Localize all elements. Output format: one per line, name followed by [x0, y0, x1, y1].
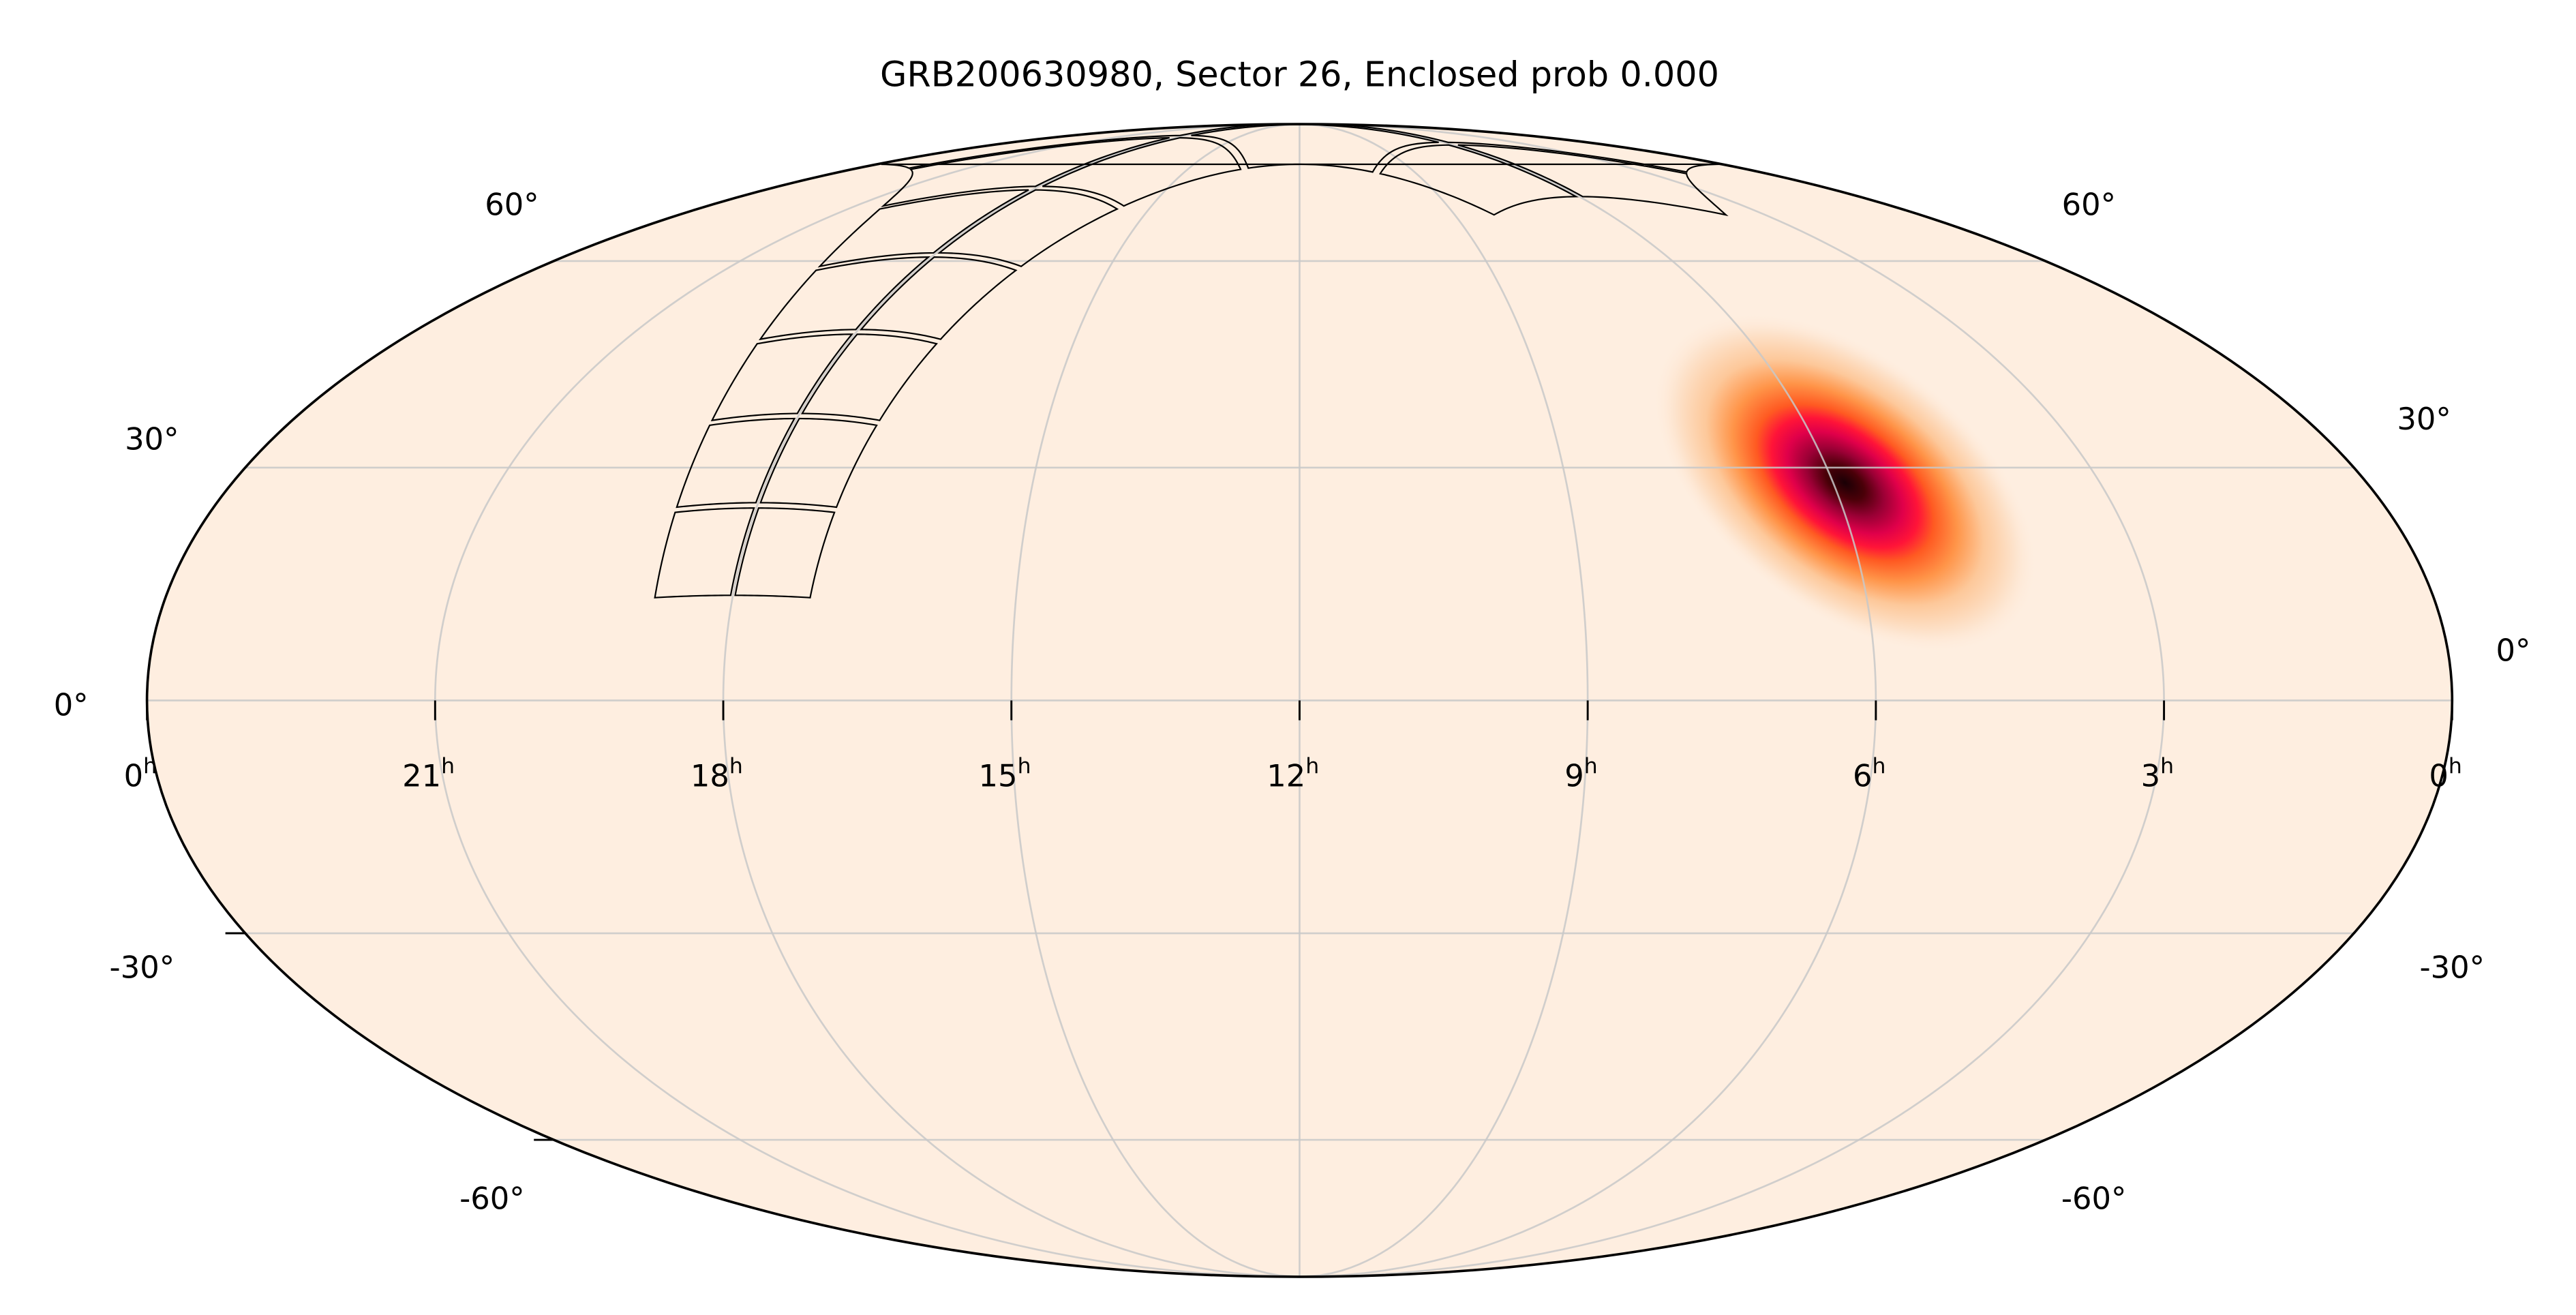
dec-label-right-minus60: -60°	[2061, 1181, 2127, 1217]
dec-label-right-30: 30°	[2397, 401, 2451, 437]
dec-label-left-30: 30°	[125, 421, 179, 457]
ra-tick-unit: h	[1872, 754, 1885, 779]
sky-boundary	[145, 123, 2454, 1278]
ccd-footprint-tile	[734, 507, 836, 599]
ra-tick-value: 21	[402, 757, 441, 793]
ra-tick-value: 0	[2429, 757, 2449, 793]
dec-label-left-minus30: -30°	[110, 949, 175, 985]
ra-tick-unit: h	[1584, 754, 1598, 779]
meridian-gridline	[1010, 124, 1300, 1277]
ra-tick-label: 6h	[1853, 754, 1885, 793]
ccd-footprint-tile	[1457, 144, 1729, 217]
ra-tick-label: 3h	[2141, 754, 2174, 793]
dec-label-left-60: 60°	[485, 186, 539, 222]
ra-tick-value: 15	[979, 757, 1018, 793]
ccd-footprint-tile	[759, 417, 878, 509]
ccd-footprint-tile	[710, 333, 854, 422]
dec-label-right-60: 60°	[2062, 186, 2116, 222]
ccd-footprint-tile	[1191, 124, 1439, 173]
ra-tick-label: 12h	[1267, 754, 1319, 793]
ra-tick-label: 18h	[691, 754, 743, 793]
ra-tick-unit: h	[441, 754, 455, 779]
ra-tick-label: 0h	[124, 754, 157, 793]
dec-label-left-minus60: -60°	[459, 1181, 525, 1217]
ccd-footprint-tile	[817, 189, 1029, 268]
ccd-footprint-tile	[859, 256, 1018, 340]
dec-label-right-minus30: -30°	[2420, 949, 2485, 985]
ra-tick-unit: h	[729, 754, 743, 779]
dec-label-left-0: 0°	[54, 686, 89, 723]
ccd-footprint-tile	[881, 124, 1722, 173]
ra-tick-unit: h	[143, 754, 157, 779]
sector-footprint	[654, 124, 1729, 599]
ra-tick-label: 9h	[1564, 754, 1597, 793]
localization-probability-blob	[1652, 312, 2038, 654]
dec-label-right-0: 0°	[2496, 632, 2530, 668]
meridian-gridline	[722, 124, 1300, 1277]
ra-tick-unit: h	[2449, 754, 2462, 779]
axis-ticks	[146, 700, 2453, 1141]
meridian-gridline	[1299, 124, 1877, 1277]
ccd-footprint-tile	[758, 256, 931, 341]
meridian-gridline	[1299, 124, 1589, 1277]
axis-labels: 60° 30° 0° -30° -60° 60° 30° 0° -30° -60…	[54, 186, 2531, 1216]
ra-tick-label: 0h	[2429, 754, 2461, 793]
ra-tick-value: 18	[691, 757, 729, 793]
ra-tick-value: 9	[1564, 757, 1584, 793]
ra-tick-value: 0	[124, 757, 144, 793]
ra-tick-unit: h	[1018, 754, 1031, 779]
ra-tick-value: 6	[1853, 757, 1873, 793]
ccd-footprint-tile	[676, 417, 796, 509]
meridian-gridline	[1299, 124, 2165, 1277]
ra-tick-value: 12	[1267, 757, 1305, 793]
ccd-footprint-tile	[1042, 137, 1242, 207]
ccd-footprint-tile	[880, 137, 1170, 208]
ra-tick-label: 21h	[402, 754, 455, 793]
ra-tick-unit: h	[1305, 754, 1319, 779]
ccd-footprint-tile	[1379, 144, 1579, 216]
ra-tick-value: 3	[2141, 757, 2161, 793]
ra-tick-label: 15h	[979, 754, 1031, 793]
chart-title: GRB200630980, Sector 26, Enclosed prob 0…	[880, 54, 1719, 94]
ccd-footprint-tile	[800, 333, 938, 421]
graticule	[147, 124, 2453, 1277]
ccd-footprint-tile	[654, 507, 755, 599]
ccd-footprint-tile	[937, 189, 1119, 267]
ra-tick-unit: h	[2160, 754, 2174, 779]
meridian-gridline	[434, 124, 1300, 1277]
